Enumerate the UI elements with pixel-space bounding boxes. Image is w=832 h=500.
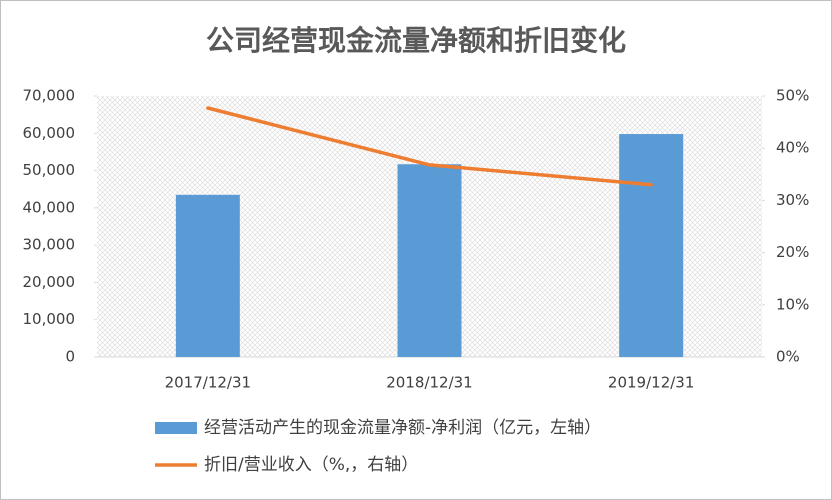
y-tick-label: 10,000 [23,310,76,328]
y-tick-label: 70,000 [23,87,76,105]
y-tick-label: 40,000 [23,198,76,216]
y2-tick-label: 20% [776,243,809,261]
line [206,106,653,187]
y-tick-label: 60,000 [23,124,76,142]
y2-tick-label: 0% [776,348,800,366]
y2-tick-label: 30% [776,191,809,209]
legend-label: 折旧/营业收入（%,，右轴） [204,455,418,475]
y-tick-label: 0 [65,348,75,366]
y-tick-label: 20,000 [23,273,76,291]
y2-tick-label: 10% [776,295,809,313]
y2-tick-label: 50% [776,87,809,105]
legend-swatch [155,422,197,434]
legend-label: 经营活动产生的现金流量净额-净利润（亿元，左轴） [204,418,601,438]
x-tick-label: 2018/12/31 [386,374,472,392]
x-tick-label: 2017/12/31 [165,374,251,392]
y-tick-label: 30,000 [23,236,76,254]
y2-tick-label: 40% [776,139,809,157]
x-tick-label: 2019/12/31 [608,374,694,392]
bar [397,164,462,357]
bar [619,134,684,357]
y-tick-label: 50,000 [23,161,76,179]
chart-title: 公司经营现金流量净额和折旧变化 [206,24,626,57]
bar [175,194,240,357]
